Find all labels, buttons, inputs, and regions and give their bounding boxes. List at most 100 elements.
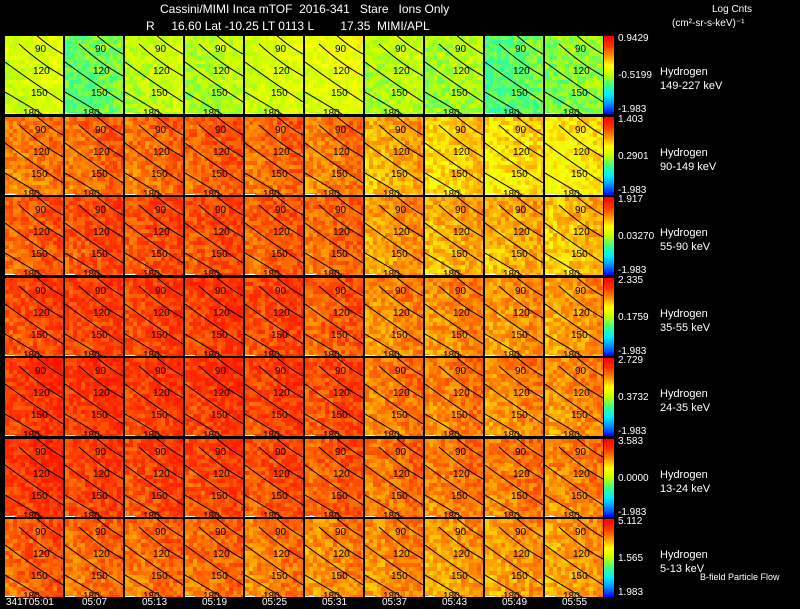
heatmap-cell [41, 192, 45, 195]
heatmap-cell [49, 120, 53, 125]
heatmap-cell [361, 140, 363, 145]
heatmap-cell [161, 44, 165, 48]
heatmap-cell [249, 100, 253, 104]
heatmap-cell [345, 52, 349, 56]
heatmap-cell [161, 36, 165, 40]
heatmap-cell [309, 168, 313, 173]
heatmap-cell [457, 92, 461, 96]
heatmap-cell [353, 36, 357, 40]
contour-label: 150 [31, 88, 48, 99]
contour-line [156, 36, 183, 55]
heatmap-cell [165, 136, 169, 141]
heatmap-cell [525, 40, 529, 44]
heatmap-cell [285, 56, 289, 60]
heatmap-cell [425, 76, 429, 80]
heatmap-cell [425, 108, 429, 112]
heatmap-cell [293, 108, 297, 112]
heatmap-cell [317, 60, 321, 64]
heatmap-cell [273, 176, 277, 181]
heatmap-cell [573, 100, 577, 104]
heatmap-cell [361, 88, 363, 92]
heatmap-cell [177, 156, 181, 161]
heatmap-cell [325, 124, 329, 129]
heatmap-cell [97, 108, 101, 112]
heatmap-cell [401, 68, 405, 72]
heatmap-cell [53, 176, 57, 181]
heatmap-cell [13, 120, 17, 125]
heatmap-cell [161, 180, 165, 185]
heatmap-cell [309, 160, 313, 165]
heatmap-cell [109, 180, 113, 185]
heatmap-cell [109, 156, 113, 161]
heatmap-cell [477, 112, 481, 114]
heatmap-cell [389, 64, 393, 68]
heatmap-cell [209, 140, 213, 145]
heatmap-cell [101, 48, 105, 52]
heatmap-cell [485, 96, 489, 100]
heatmap-cell [545, 48, 549, 52]
heatmap-cell [581, 112, 585, 114]
heatmap-cell [29, 128, 33, 133]
heatmap-cell [329, 176, 333, 181]
heatmap-cell [285, 164, 289, 169]
contour-line [576, 36, 603, 55]
heatmap-cell [345, 104, 349, 108]
heatmap-cell [145, 104, 149, 108]
heatmap-cell [453, 76, 457, 80]
heatmap-cell [501, 108, 505, 112]
heatmap-cell [565, 68, 569, 72]
heatmap-cell [257, 116, 261, 121]
heatmap-cell [373, 60, 377, 64]
heatmap-cell [385, 88, 389, 92]
heatmap-cell [513, 48, 517, 52]
heatmap-cell [525, 92, 529, 96]
heatmap-cell [81, 108, 85, 112]
heatmap-cell [353, 44, 357, 48]
heatmap-panel: 90 120 150 180 [185, 116, 243, 195]
heatmap-cell [365, 92, 369, 96]
heatmap-cell [205, 80, 209, 84]
heatmap-cell [497, 72, 501, 76]
heatmap-cell [29, 136, 33, 141]
heatmap-cell [573, 68, 577, 72]
heatmap-cell [297, 88, 301, 92]
heatmap-cell [409, 108, 413, 112]
heatmap-cell [89, 156, 93, 161]
heatmap-cell [353, 96, 357, 100]
heatmap-cell [453, 80, 457, 84]
heatmap-cell [297, 100, 301, 104]
heatmap-cell [337, 112, 341, 114]
heatmap-cell [77, 132, 81, 137]
heatmap-cell [589, 80, 593, 84]
heatmap-cell [297, 176, 301, 181]
heatmap-cell [213, 64, 217, 68]
heatmap-cell [477, 40, 481, 44]
heatmap-cell [325, 80, 329, 84]
heatmap-cell [37, 80, 41, 84]
heatmap-cell [597, 96, 601, 100]
heatmap-cell [33, 132, 37, 137]
heatmap-cell [13, 144, 17, 149]
heatmap-cell [45, 188, 49, 193]
heatmap-cell [353, 188, 357, 193]
heatmap-cell [597, 40, 601, 44]
heatmap-cell [213, 140, 217, 145]
heatmap-cell [501, 92, 505, 96]
heatmap-cell [313, 60, 317, 64]
heatmap-cell [65, 176, 69, 181]
heatmap-cell [409, 76, 413, 80]
heatmap-cell [537, 36, 541, 40]
heatmap-cell [73, 156, 77, 161]
heatmap-cell [181, 100, 183, 104]
heatmap-cell [585, 36, 589, 40]
heatmap-cell [257, 60, 261, 64]
heatmap-cell [577, 60, 581, 64]
heatmap-cell [285, 160, 289, 165]
contour-label: 150 [571, 88, 588, 99]
heatmap-cell [53, 132, 57, 137]
heatmap-cell [233, 40, 237, 44]
heatmap-cell [73, 64, 77, 68]
heatmap-cell [161, 96, 165, 100]
heatmap-cell [117, 160, 121, 165]
